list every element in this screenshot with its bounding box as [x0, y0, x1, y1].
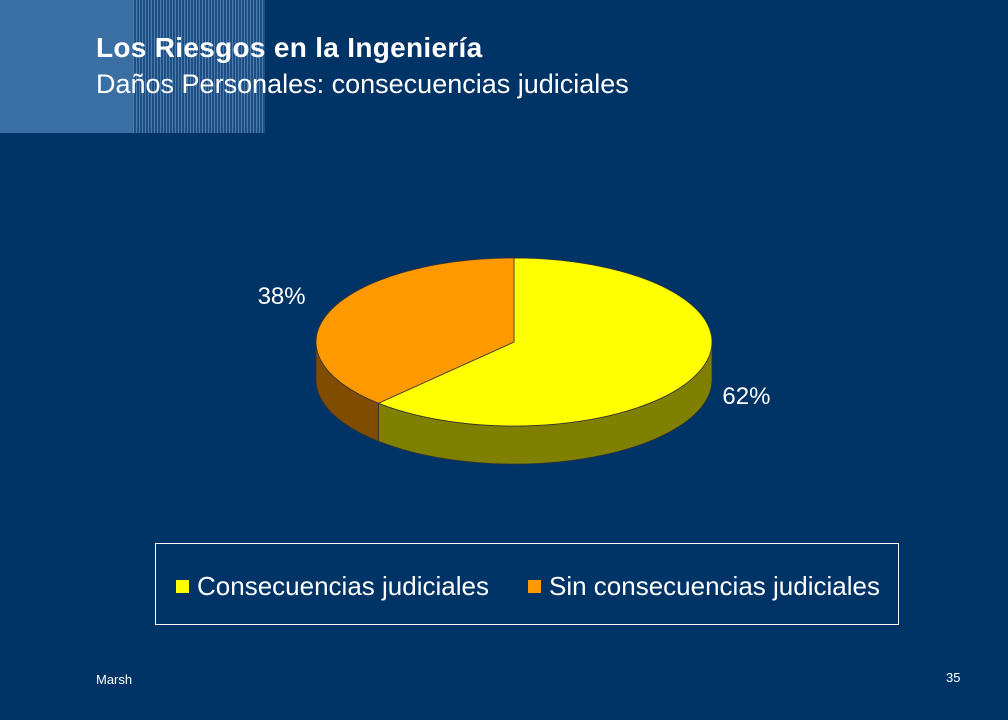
pie-data-label-1: 38% — [258, 283, 306, 310]
page-number: 35 — [946, 670, 961, 685]
legend-swatch-sin-consecuencias — [528, 580, 541, 593]
chart-legend: Consecuencias judiciales Sin consecuenci… — [155, 543, 899, 625]
corner-stripes — [133, 0, 265, 133]
pie-slice-1 — [315, 257, 515, 404]
corner-decoration — [0, 0, 265, 133]
legend-label-consecuencias: Consecuencias judiciales — [197, 571, 489, 601]
slide-subtitle: Daños Personales: consecuencias judicial… — [96, 69, 629, 99]
legend-swatch-consecuencias — [176, 580, 189, 593]
footer-brand: Marsh — [96, 672, 133, 687]
legend-item-consecuencias: Consecuencias judiciales — [176, 571, 489, 602]
pie-slice-0 — [377, 257, 713, 427]
slide-title: Los Riesgos en la Ingeniería — [96, 32, 483, 63]
legend-label-sin-consecuencias: Sin consecuencias judiciales — [549, 571, 880, 601]
corner-block — [0, 0, 133, 133]
legend-item-sin-consecuencias: Sin consecuencias judiciales — [528, 571, 880, 602]
pie-data-label-0: 62% — [722, 383, 770, 410]
